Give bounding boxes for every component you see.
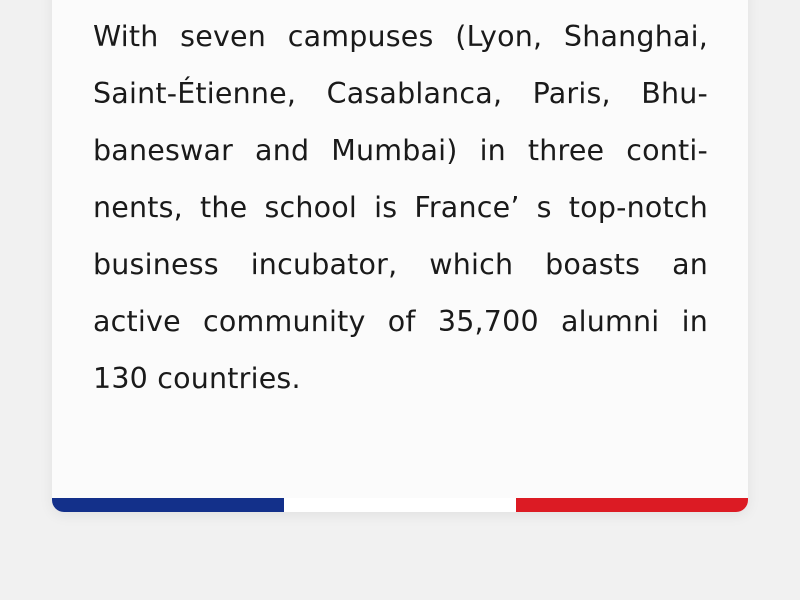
flag-band-red: [516, 498, 748, 512]
paragraph-line: baneswar and Mumbai) in three conti-: [93, 134, 708, 167]
paragraph-line: 130 countries.: [93, 362, 301, 395]
paragraph-line: business incubator, which boasts an: [93, 248, 708, 281]
french-flag-stripe: [52, 498, 748, 512]
paragraph-line: nents, the school is France’ s top-notch: [93, 191, 708, 224]
paragraph-line: active community of 35,700 alumni in: [93, 305, 708, 338]
info-card: With seven campuses (Lyon, Shanghai, Sai…: [52, 0, 748, 512]
flag-band-blue: [52, 498, 284, 512]
paragraph-line: Saint-Étienne, Casablanca, Paris, Bhu-: [93, 77, 708, 110]
card-paragraph: With seven campuses (Lyon, Shanghai, Sai…: [93, 8, 708, 407]
paragraph-line: With seven campuses (Lyon, Shanghai,: [93, 20, 708, 53]
flag-band-white: [284, 498, 516, 512]
